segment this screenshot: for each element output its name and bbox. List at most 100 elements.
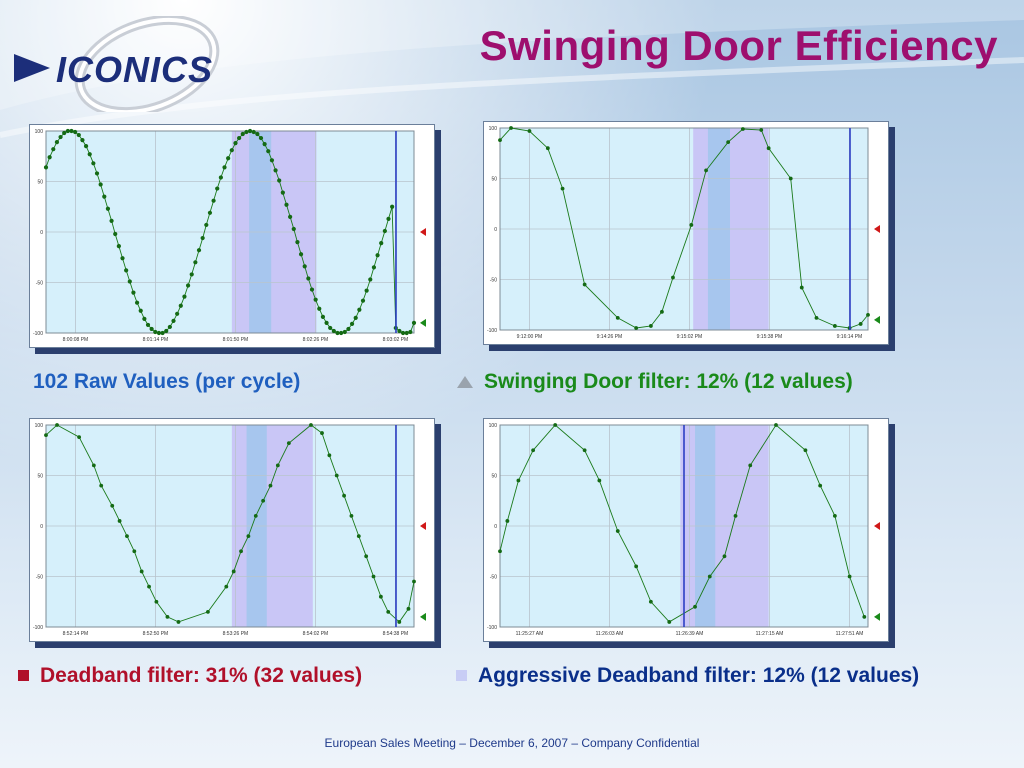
- data-point: [866, 312, 870, 317]
- x-tick-label: 11:26:39 AM: [676, 631, 704, 637]
- data-point: [51, 147, 56, 152]
- data-point: [320, 431, 324, 435]
- data-point: [175, 311, 180, 316]
- data-point: [671, 275, 675, 280]
- data-point: [127, 279, 132, 284]
- data-point: [154, 599, 159, 604]
- data-point: [505, 519, 510, 523]
- y-tick-label: -50: [36, 281, 43, 287]
- y-tick-label: -100: [487, 328, 497, 334]
- data-point: [349, 321, 355, 327]
- y-tick-label: -50: [36, 575, 43, 581]
- green-marker-icon: [420, 612, 426, 621]
- data-point: [131, 290, 136, 295]
- data-point: [167, 324, 172, 330]
- data-point: [527, 129, 532, 133]
- iconics-logo: ICONICS: [14, 16, 220, 112]
- data-point: [124, 268, 129, 273]
- data-point: [660, 309, 664, 314]
- series-line: [499, 127, 869, 329]
- data-point: [597, 478, 602, 483]
- data-point: [339, 330, 344, 336]
- data-point: [371, 265, 377, 270]
- data-point: [204, 222, 209, 228]
- data-point: [766, 146, 771, 151]
- y-tick-label: -100: [487, 625, 497, 631]
- data-point: [156, 330, 162, 336]
- slide-title: Swinging Door Efficiency: [479, 22, 998, 69]
- caption-raw: 102 Raw Values (per cycle): [33, 370, 300, 394]
- data-point: [378, 594, 383, 599]
- data-point: [320, 314, 326, 319]
- data-point: [324, 320, 329, 325]
- plot-border: [45, 130, 415, 334]
- data-point: [335, 330, 340, 336]
- x-tick-label: 8:00:08 PM: [63, 337, 89, 343]
- y-tick-label: 50: [491, 177, 497, 183]
- data-point: [273, 168, 278, 173]
- data-point: [233, 141, 238, 146]
- x-tick-label: 8:01:50 PM: [223, 337, 249, 343]
- footer-text: European Sales Meeting – December 6, 200…: [324, 736, 700, 750]
- y-tick-label: 0: [494, 524, 497, 530]
- data-point: [317, 306, 322, 311]
- data-point: [176, 620, 181, 624]
- data-point: [247, 128, 253, 134]
- x-tick-label: 9:14:26 PM: [597, 334, 623, 340]
- data-point: [211, 198, 216, 203]
- chart-aggressive-deadband: 100 50 0 -50 -100 11:25:27 AM 11:26:03 AM 11:26…: [483, 418, 889, 642]
- data-point: [268, 483, 273, 488]
- data-point: [379, 241, 384, 246]
- data-point: [58, 134, 63, 140]
- data-point: [244, 129, 249, 135]
- x-tick-label: 8:02:26 PM: [303, 337, 329, 343]
- data-point: [353, 315, 358, 320]
- x-tick-label: 11:27:51 AM: [836, 631, 864, 637]
- data-point: [582, 282, 587, 287]
- data-point: [498, 549, 502, 554]
- data-point: [858, 322, 863, 326]
- data-point: [258, 135, 264, 141]
- data-point: [862, 615, 867, 619]
- data-point: [145, 322, 151, 328]
- data-point: [814, 315, 819, 320]
- data-point: [255, 131, 260, 137]
- y-tick-label: 100: [35, 423, 44, 429]
- data-point: [47, 155, 52, 160]
- data-point: [246, 534, 251, 538]
- data-point: [634, 564, 639, 569]
- data-point: [116, 244, 121, 249]
- data-point: [560, 186, 565, 191]
- data-point: [295, 240, 300, 245]
- data-point: [788, 176, 793, 181]
- data-point: [397, 328, 402, 334]
- data-point: [516, 478, 521, 483]
- data-point: [94, 171, 100, 176]
- logo-text: ICONICS: [56, 49, 213, 90]
- data-point: [275, 463, 280, 468]
- data-point: [309, 423, 313, 427]
- data-point: [412, 579, 416, 584]
- y-tick-label: -100: [33, 625, 43, 631]
- data-point: [196, 248, 202, 253]
- y-tick-label: 100: [35, 129, 44, 135]
- data-point: [138, 308, 143, 313]
- data-point: [193, 260, 198, 265]
- data-point: [615, 529, 620, 533]
- data-point: [160, 330, 165, 336]
- data-point: [726, 140, 731, 145]
- data-point: [553, 423, 558, 427]
- data-point: [44, 433, 48, 437]
- data-point: [77, 435, 82, 440]
- data-point: [206, 609, 210, 614]
- green-marker-icon: [420, 318, 426, 327]
- x-tick-label: 8:52:14 PM: [63, 631, 89, 637]
- data-point: [55, 423, 59, 427]
- data-point: [356, 534, 361, 538]
- data-point: [693, 604, 697, 609]
- data-point: [91, 161, 96, 166]
- data-point: [832, 324, 837, 328]
- data-point: [87, 152, 92, 157]
- data-point: [105, 206, 111, 211]
- data-point: [164, 328, 169, 334]
